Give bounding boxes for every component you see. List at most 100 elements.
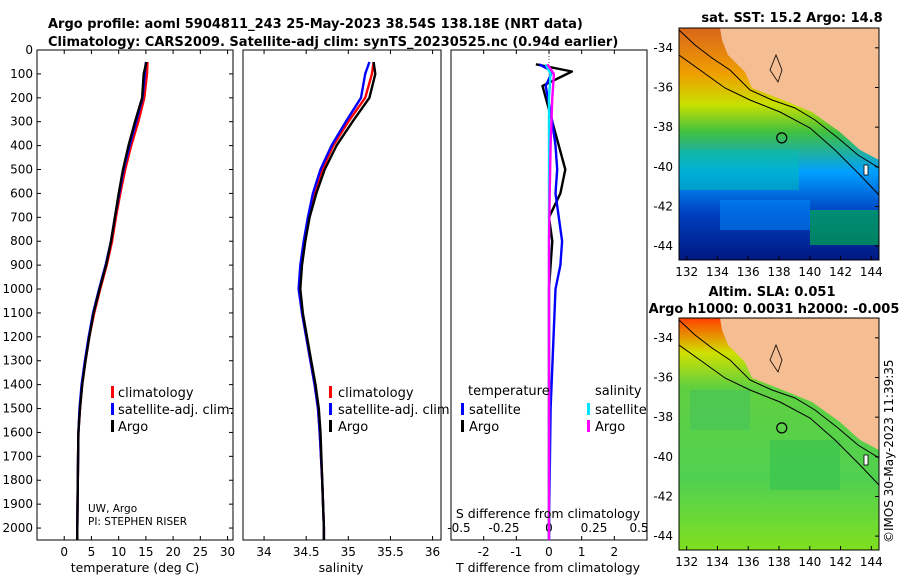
temperature-xlabel: temperature (deg C) [71, 560, 200, 575]
depth-tick-label: 600 [10, 186, 33, 200]
map-y-tick-label: -36 [653, 80, 673, 94]
map-y-tick-label: -36 [653, 370, 673, 384]
salinity-xlabel: salinity [319, 560, 364, 575]
x-tick-label: 20 [165, 545, 180, 559]
sla-map-image [679, 318, 879, 550]
depth-tick-label: 2000 [2, 521, 33, 535]
depth-tick-label: 1100 [2, 306, 33, 320]
map-y-tick-label: -34 [653, 41, 673, 55]
depth-tick-label: 0 [25, 43, 33, 57]
sst-map-panel: sat. SST: 15.2 Argo: 14.8 132 134 136 138 14… [653, 11, 882, 279]
legend-argo-marker [111, 420, 114, 432]
salinity-legend: climatology satellite-adj. clim. Argo [329, 386, 454, 435]
credit-line1: UW, Argo [88, 503, 137, 515]
map-y-tick-label: -34 [653, 331, 673, 345]
map-x-tick-label: 144 [860, 265, 883, 279]
map-y-tick-label: -42 [653, 489, 673, 503]
depth-tick-label: 1600 [2, 425, 33, 439]
depth-tick-label: 1400 [2, 378, 33, 392]
temperature-tick-labels: 0 5 10 15 20 25 30 [60, 50, 235, 559]
legend-sal-argo-label: Argo [595, 420, 625, 435]
map-x-tick-label: 134 [706, 265, 729, 279]
x-tick-label: 35.5 [377, 545, 404, 559]
figure-title-line2: Climatology: CARS2009. Satellite-adj cli… [48, 35, 618, 50]
legend-temp-argo-label: Argo [469, 420, 499, 435]
sla-map-panel: Altim. SLA: 0.051 Argo h1000: 0.0031 h20… [649, 285, 900, 569]
temperature-panel: 0100200300400500600700800900100011001200… [2, 43, 647, 575]
imos-timestamp: ©IMOS 30-May-2023 11:39:35 [882, 359, 896, 543]
t-difference-tick-labels: -2 -1 0 1 2 [478, 50, 618, 559]
depth-tick-label: 300 [10, 115, 33, 129]
legend-sal-satellite-marker [587, 403, 590, 415]
x-tick-label: 36 [425, 545, 440, 559]
map-x-tick-label: 138 [768, 265, 791, 279]
map-y-tick-label: -38 [653, 410, 673, 424]
map-y-tick-label: -44 [653, 529, 673, 543]
x-tick-label: 0 [60, 545, 68, 559]
legend-temp-satellite-label: satellite [469, 403, 521, 418]
legend-argo-marker [329, 420, 332, 432]
series-line-salinity-argo [546, 63, 556, 528]
s-difference-tick-labels: -0.5 -0.25 0 0.25 0.5 [447, 521, 648, 535]
depth-tick-label: 900 [10, 258, 33, 272]
land-mass [720, 318, 879, 450]
map-x-tick-label: 138 [768, 555, 791, 569]
sst-map-image [679, 28, 879, 260]
s-tick-label: -0.25 [488, 521, 519, 535]
map-x-tick-label: 132 [675, 555, 698, 569]
depth-tick-label: 1800 [2, 473, 33, 487]
difference-panel: -2 -1 0 1 2 -0.5 -0.25 0 0.25 0.5 S difference f… [447, 49, 649, 575]
argo-position-marker [776, 132, 788, 144]
t-difference-xlabel: T difference from climatology [455, 560, 641, 575]
map-x-tick-label: 140 [798, 265, 821, 279]
x-tick-label: 25 [193, 545, 208, 559]
depth-tick-label: 200 [10, 91, 33, 105]
legend-temp-satellite-marker [461, 403, 464, 415]
map-x-tick-label: 134 [706, 555, 729, 569]
depth-tick-label: 400 [10, 139, 33, 153]
s-tick-label: 0.5 [629, 521, 648, 535]
legend-argo-label: Argo [118, 420, 148, 435]
map-x-tick-label: 136 [737, 555, 760, 569]
legend-temperature-header: temperature [468, 384, 550, 399]
depth-tick-label: 1300 [2, 354, 33, 368]
credit-line2: PI: STEPHEN RISER [88, 516, 187, 528]
temperature-legend: climatology satellite-adj. clim. Argo [111, 386, 234, 435]
map-y-tick-label: -38 [653, 120, 673, 134]
salinity-axes-box [242, 49, 442, 541]
legend-satellite-adj-label: satellite-adj. clim. [118, 403, 234, 418]
sla-map-tick-labels: 132 134 136 138 140 142 144 -34 -36 -38 -40 -42 -44 [653, 331, 882, 569]
salinity-profiles [297, 61, 377, 540]
s-difference-xlabel: S difference from climatology [456, 506, 641, 521]
legend-satellite-adj-label: satellite-adj. clim. [338, 403, 454, 418]
legend-satellite-adj-marker [329, 403, 332, 415]
depth-tick-label: 700 [10, 210, 33, 224]
map-x-tick-label: 136 [737, 265, 760, 279]
x-tick-label: 30 [220, 545, 235, 559]
x-tick-label: 15 [138, 545, 153, 559]
x-tick-label: -2 [478, 545, 490, 559]
legend-argo-label: Argo [338, 420, 368, 435]
depth-tick-label: 1200 [2, 330, 33, 344]
x-tick-label: -1 [510, 545, 522, 559]
figure-title-line1: Argo profile: aoml 5904811_243 25-May-20… [48, 17, 583, 32]
map-y-tick-label: -40 [653, 160, 673, 174]
map-y-tick-label: -44 [653, 239, 673, 253]
x-tick-label: 2 [611, 545, 619, 559]
depth-tick-label: 1700 [2, 449, 33, 463]
x-tick-label: 10 [111, 545, 126, 559]
map-x-tick-label: 132 [675, 265, 698, 279]
sla-map-title-line1: Altim. SLA: 0.051 [709, 285, 836, 300]
depth-tick-label: 100 [10, 67, 33, 81]
x-tick-label: 35 [341, 545, 356, 559]
legend-climatology-label: climatology [338, 386, 414, 401]
legend-salinity-header: salinity [595, 384, 642, 399]
depth-tick-label: 1900 [2, 497, 33, 511]
map-x-tick-label: 144 [860, 555, 883, 569]
legend-temp-argo-marker [461, 420, 464, 432]
depth-tick-label: 1000 [2, 282, 33, 296]
x-tick-label: 34.5 [293, 545, 320, 559]
x-tick-label: 34 [256, 545, 271, 559]
x-tick-label: 1 [578, 545, 586, 559]
